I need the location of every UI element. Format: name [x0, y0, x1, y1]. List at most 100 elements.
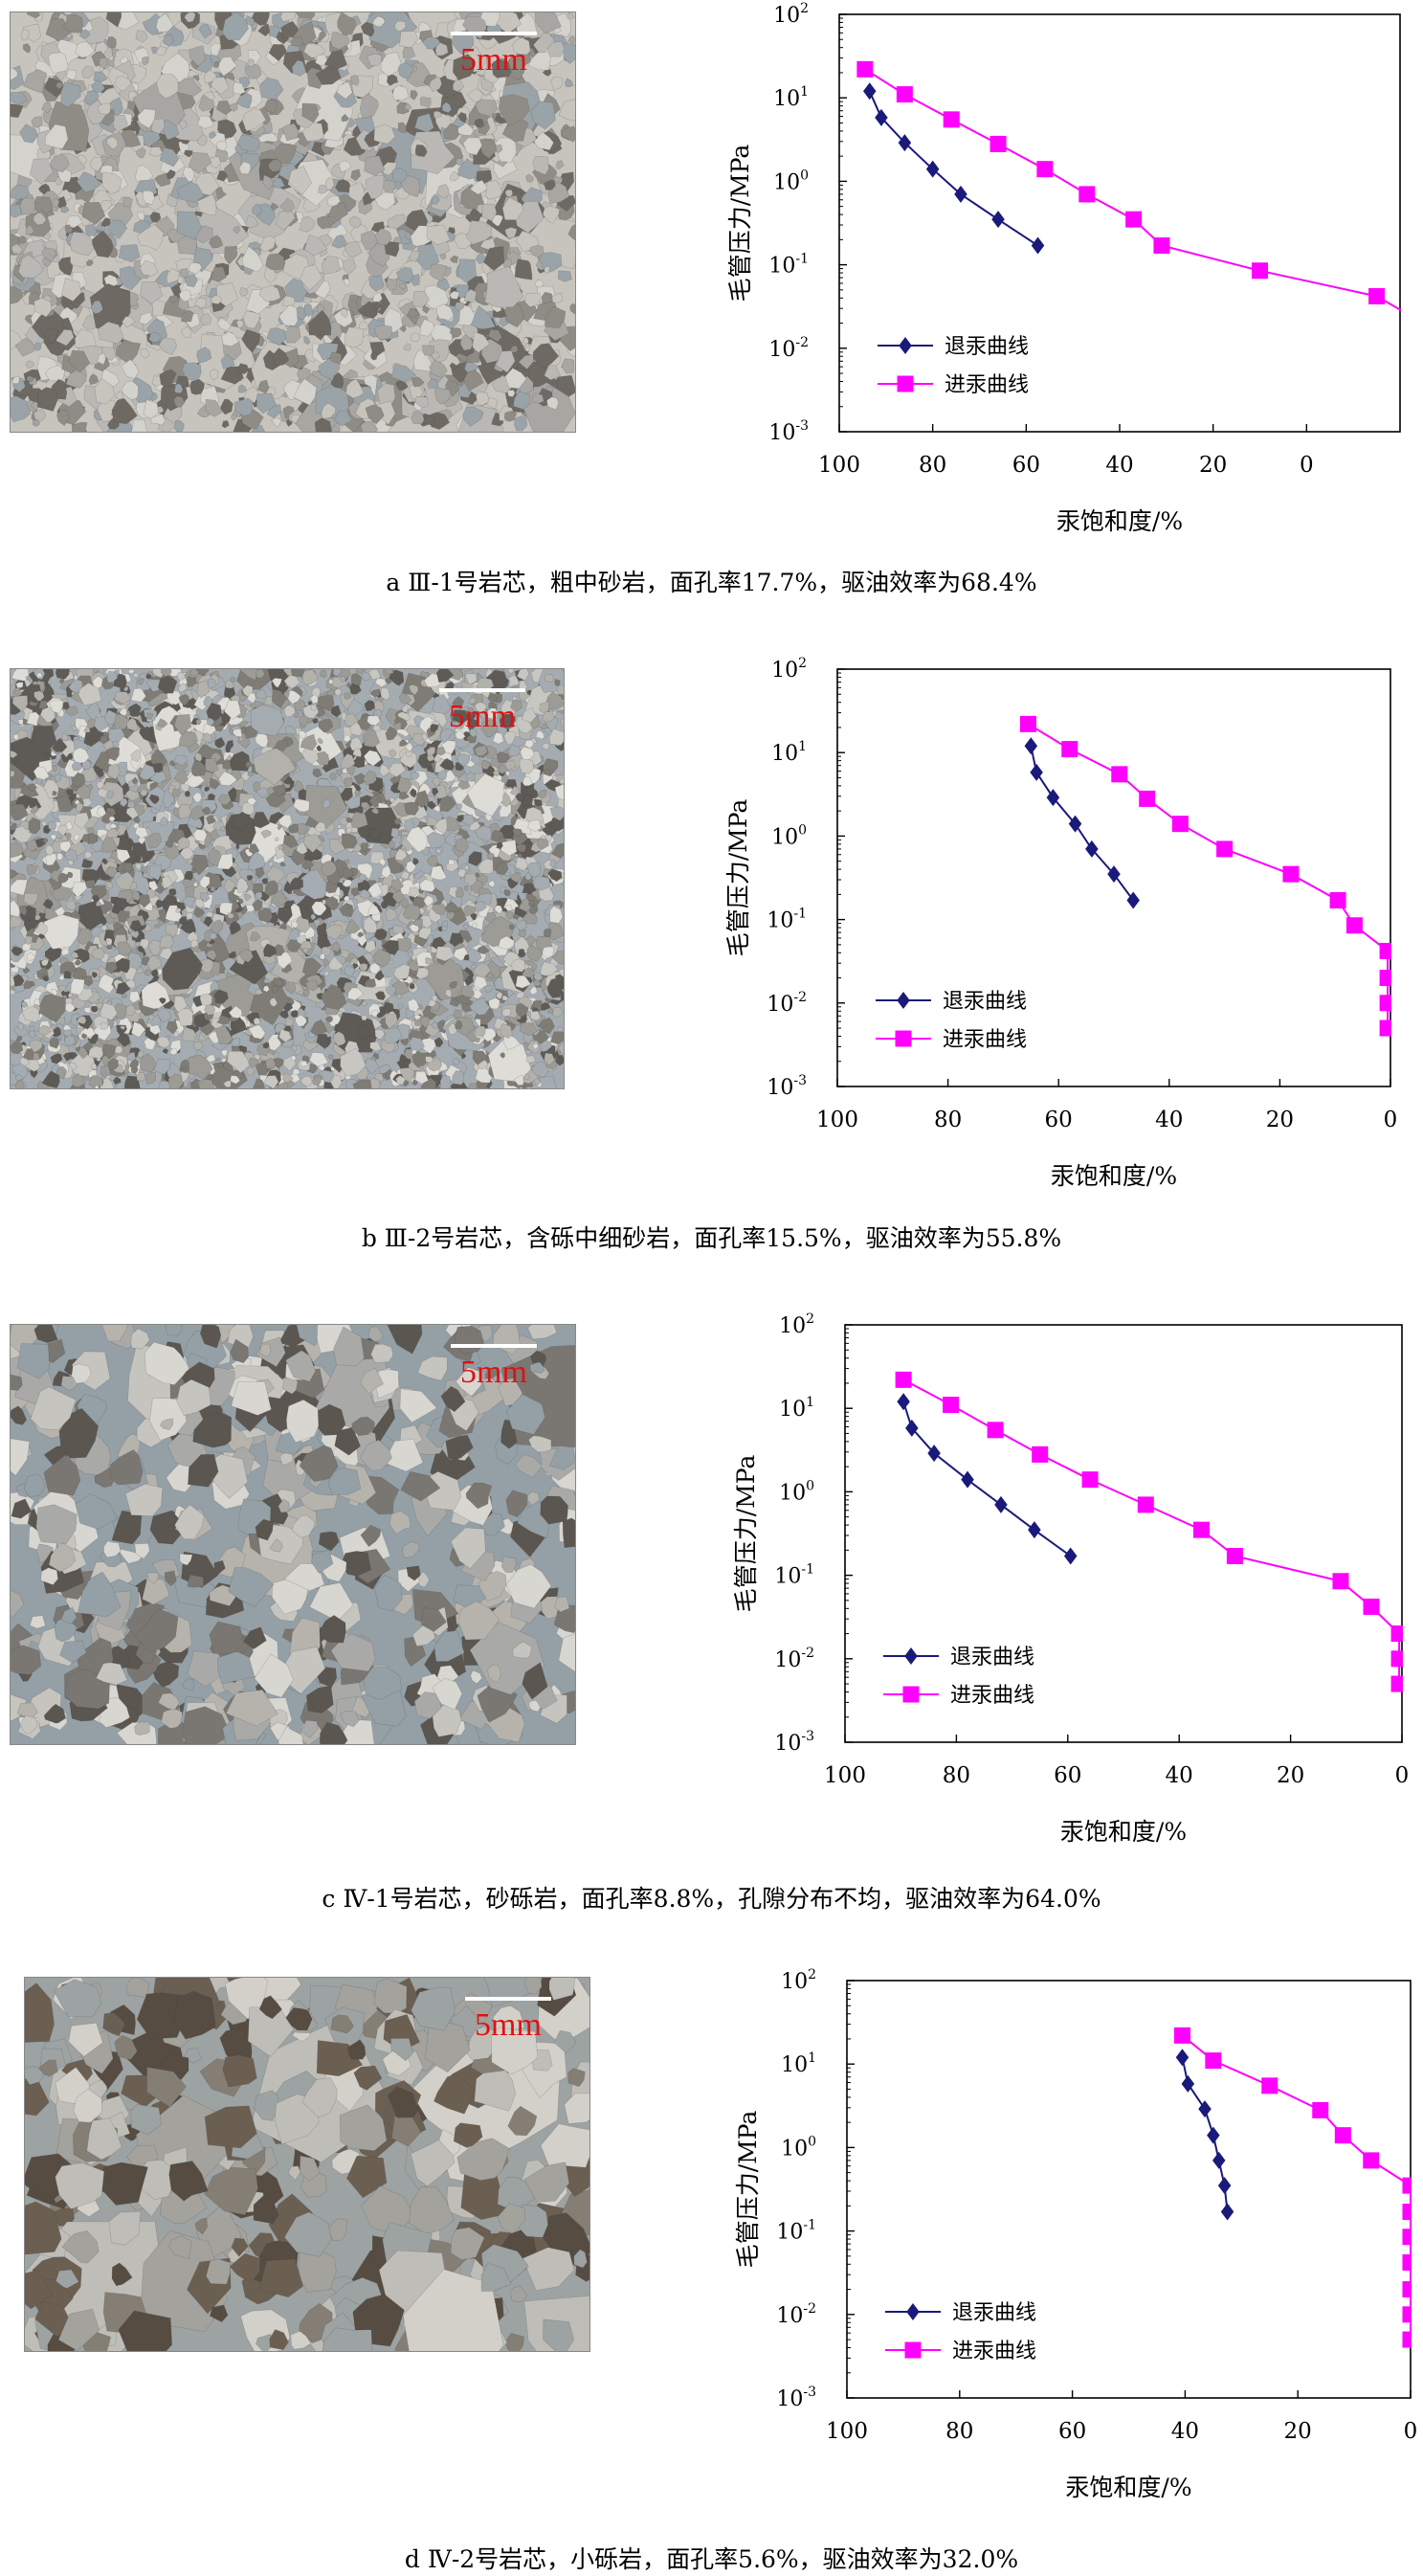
y-axis-label: 毛管压力/MPa — [726, 145, 754, 302]
data-point — [1363, 1598, 1380, 1615]
data-point — [1019, 715, 1036, 732]
capillary-pressure-chart: 10-3 10-2 10-1 100 101 102 100 80 60 40 20 0 汞饱和度/% 毛… — [724, 656, 1398, 1190]
thin-section-photo: 5mm — [10, 668, 565, 1089]
y-tick-label: 100 — [773, 168, 809, 194]
legend-label: 退汞曲线 — [943, 990, 1027, 1014]
x-tick-label: 40 — [1171, 2419, 1199, 2444]
y-tick-label: 102 — [779, 1311, 814, 1338]
y-axis-label: 毛管压力/MPa — [724, 799, 752, 957]
x-tick-label: 80 — [943, 1763, 970, 1788]
data-point — [1226, 1548, 1243, 1565]
data-point — [989, 135, 1007, 152]
y-tick-label: 10-2 — [776, 2301, 816, 2328]
data-point — [1139, 790, 1156, 807]
data-point — [1379, 1019, 1391, 1037]
y-tick-label: 10-3 — [768, 418, 809, 445]
scale-bar-label: 5mm — [475, 2007, 542, 2043]
y-tick-label: 101 — [771, 739, 807, 766]
plot-frame — [838, 13, 1401, 433]
x-tick-label: 100 — [816, 1108, 858, 1132]
x-tick-label: 60 — [1054, 1763, 1081, 1788]
data-point — [1173, 2027, 1190, 2044]
x-axis-label: 汞饱和度/% — [1056, 507, 1183, 535]
data-point — [1068, 815, 1082, 833]
y-tick-label: 10-1 — [768, 252, 809, 279]
plot-frame — [844, 1324, 1403, 1743]
data-point — [1379, 942, 1391, 959]
y-tick-label: 100 — [779, 1478, 814, 1505]
data-point — [943, 1397, 960, 1414]
data-point — [1363, 2152, 1380, 2169]
data-point — [905, 1419, 919, 1437]
data-point — [1402, 2204, 1412, 2221]
data-point — [897, 1393, 910, 1411]
legend-marker — [902, 1686, 920, 1703]
data-point — [1390, 1675, 1403, 1692]
data-point — [1175, 2049, 1190, 2067]
legend-marker — [906, 2303, 920, 2320]
legend-marker — [895, 1030, 912, 1047]
legend-label: 退汞曲线 — [950, 1646, 1034, 1669]
x-tick-label: 40 — [1155, 1108, 1183, 1132]
plot-frame — [836, 668, 1391, 1087]
legend-marker — [897, 992, 910, 1009]
legend-label: 进汞曲线 — [952, 2340, 1036, 2363]
data-point — [1032, 1445, 1049, 1463]
data-point — [1217, 2177, 1232, 2195]
x-tick-label: 20 — [1266, 1108, 1294, 1132]
x-tick-label: 100 — [818, 453, 860, 478]
y-tick-label: 10-1 — [776, 2218, 816, 2245]
legend-marker — [904, 2341, 922, 2359]
series-line-injection — [1181, 2034, 1412, 2340]
y-tick-label: 10-2 — [768, 335, 809, 362]
data-point — [1081, 1471, 1099, 1489]
data-point — [1415, 366, 1423, 382]
data-point — [1390, 1625, 1403, 1643]
y-tick-label: 100 — [781, 2134, 816, 2161]
data-point — [1153, 237, 1170, 255]
data-point — [1402, 2281, 1412, 2298]
capillary-pressure-chart: 10-3 10-2 10-1 100 101 102 100 80 60 40 20 0 汞饱和度/% 毛… — [732, 1311, 1409, 1846]
data-point — [1125, 211, 1143, 228]
data-point — [1107, 865, 1121, 884]
x-tick-label: 100 — [826, 2419, 868, 2444]
data-point — [1345, 917, 1363, 934]
data-point — [1205, 2052, 1222, 2070]
data-point — [1181, 2074, 1195, 2093]
data-point — [1261, 2077, 1278, 2094]
data-point — [1028, 1521, 1041, 1539]
y-tick-label: 101 — [779, 1395, 814, 1422]
scale-bar-label: 5mm — [460, 42, 527, 78]
x-tick-label: 0 — [1404, 2419, 1418, 2444]
data-point — [943, 111, 960, 128]
data-point — [1252, 262, 1268, 280]
data-point — [987, 1422, 1004, 1439]
legend-label: 退汞曲线 — [945, 335, 1029, 359]
y-tick-label: 102 — [781, 1967, 816, 1994]
data-point — [1402, 2229, 1412, 2246]
x-tick-label: 60 — [1045, 1108, 1073, 1132]
legend-label: 退汞曲线 — [952, 2301, 1036, 2325]
x-tick-label: 40 — [1105, 453, 1133, 478]
data-point — [1046, 789, 1060, 807]
y-axis-label: 毛管压力/MPa — [732, 1455, 760, 1613]
data-point — [1024, 737, 1038, 755]
data-point — [1402, 2253, 1412, 2271]
capillary-pressure-chart: 10-3 10-2 10-1 100 101 102 100 80 60 40 20 0 汞饱和度/% 毛… — [734, 1967, 1418, 2501]
y-tick-label: 102 — [773, 1, 809, 28]
y-tick-label: 102 — [771, 656, 807, 683]
data-point — [961, 1470, 974, 1489]
scale-bar-label: 5mm — [449, 699, 516, 734]
data-point — [1312, 2101, 1329, 2118]
data-point — [1402, 2306, 1412, 2323]
x-tick-label: 0 — [1384, 1108, 1398, 1132]
legend-marker — [904, 1647, 918, 1665]
data-point — [1078, 186, 1096, 203]
data-point — [1171, 816, 1189, 833]
data-point — [954, 185, 967, 203]
y-tick-label: 101 — [781, 2050, 816, 2077]
data-point — [1198, 2100, 1212, 2118]
data-point — [1402, 2177, 1412, 2194]
data-point — [1212, 2151, 1226, 2169]
panel-caption: c Ⅳ-1号岩芯，砂砾岩，面孔率8.8%，孔隙分布不均，驱油效率为64.0% — [322, 1885, 1101, 1913]
